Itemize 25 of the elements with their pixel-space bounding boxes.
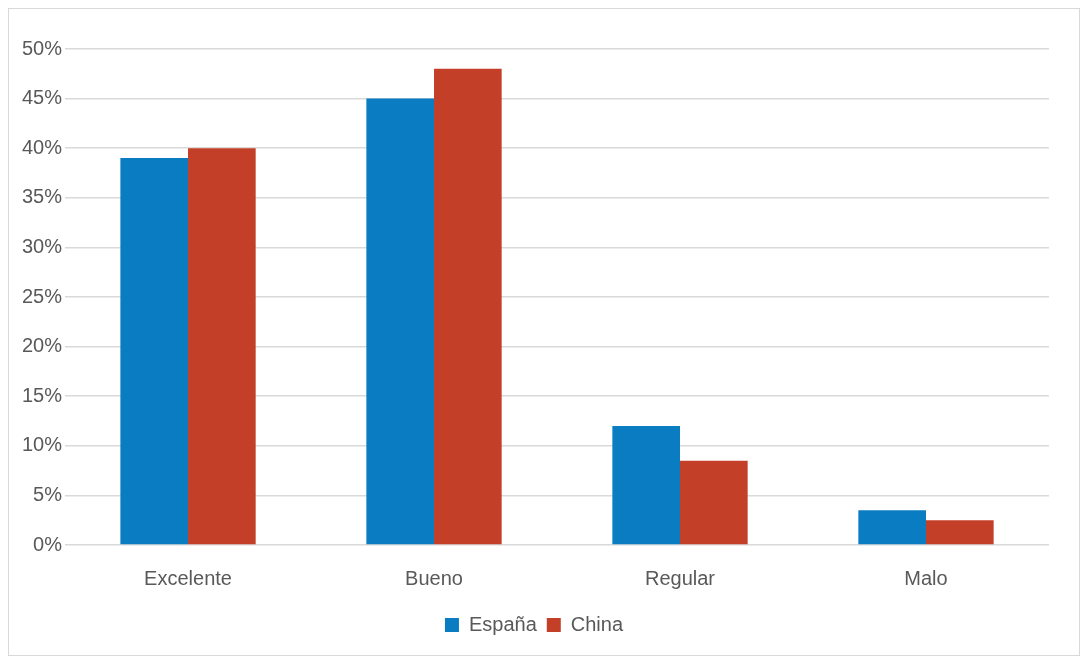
y-tick-label: 15%	[22, 383, 63, 406]
bar	[120, 158, 189, 545]
legend-label: España	[468, 612, 538, 635]
bar	[612, 425, 681, 545]
y-tick-label: 0%	[33, 532, 63, 555]
bar	[858, 510, 926, 545]
y-tick-label: 40%	[22, 135, 63, 158]
legend-label: China	[570, 612, 624, 635]
y-tick-label: 45%	[22, 86, 63, 109]
x-tick-label: Malo	[904, 566, 948, 589]
y-tick-label: 35%	[22, 185, 63, 208]
x-tick-label: Bueno	[405, 566, 463, 589]
y-tick-label: 20%	[22, 334, 63, 357]
y-tick-label: 5%	[33, 482, 63, 505]
bar	[188, 148, 256, 545]
y-tick-label: 50%	[22, 36, 63, 59]
bar	[680, 460, 748, 545]
x-tick-label: Regular	[644, 566, 716, 589]
bar	[366, 98, 435, 545]
bar	[434, 68, 502, 545]
bar	[926, 520, 994, 545]
y-tick-label: 25%	[22, 284, 63, 307]
y-tick-label: 30%	[22, 234, 63, 257]
x-tick-label: Excelente	[144, 566, 232, 589]
y-tick-label: 10%	[22, 433, 63, 456]
